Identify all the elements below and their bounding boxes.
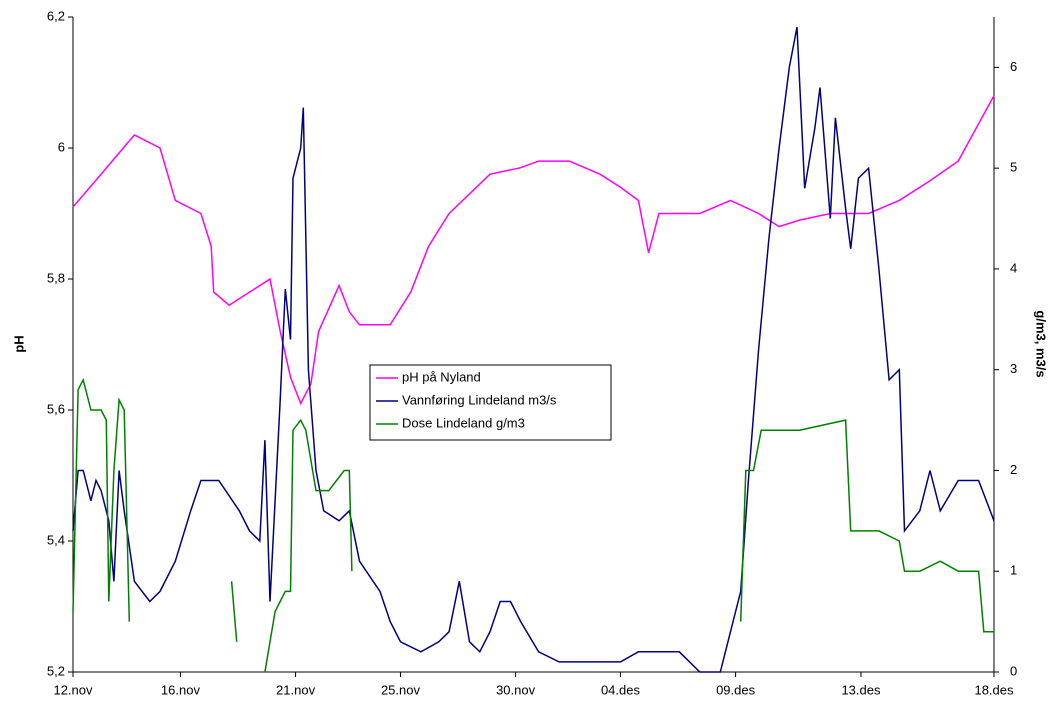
legend-box bbox=[369, 364, 612, 441]
legend-label: pH på Nyland bbox=[402, 369, 481, 384]
x-tick-label: 18.des bbox=[974, 682, 1014, 697]
y-tick-label: 5,4 bbox=[47, 532, 65, 547]
x-tick-label: 25.nov bbox=[381, 682, 421, 697]
legend-label: Vannføring Lindeland m3/s bbox=[402, 392, 557, 407]
x-tick-label: 30.nov bbox=[496, 682, 536, 697]
x-tick-label: 21.nov bbox=[276, 682, 316, 697]
series-line bbox=[72, 95, 995, 406]
series-line bbox=[72, 377, 994, 673]
y2-tick-label: 3 bbox=[1010, 361, 1017, 376]
y-axis-title: pH bbox=[11, 335, 26, 352]
y2-tick-label: 6 bbox=[1010, 59, 1017, 74]
x-tick-label: 04.des bbox=[601, 682, 641, 697]
y2-tick-label: 5 bbox=[1010, 160, 1017, 175]
y-tick-label: 5,2 bbox=[47, 663, 65, 678]
y2-tick-label: 4 bbox=[1010, 260, 1017, 275]
series-line bbox=[72, 26, 995, 673]
x-tick-label: 13.des bbox=[841, 682, 881, 697]
y2-tick-label: 2 bbox=[1010, 462, 1017, 477]
y-tick-label: 5,6 bbox=[47, 401, 65, 416]
x-tick-label: 09.des bbox=[716, 682, 756, 697]
y2-tick-label: 1 bbox=[1010, 563, 1017, 578]
x-tick-label: 16.nov bbox=[161, 682, 201, 697]
y-tick-label: 5,8 bbox=[47, 270, 65, 285]
y2-axis-title: g/m3, m3/s bbox=[1034, 310, 1049, 377]
x-tick-label: 12.nov bbox=[53, 682, 93, 697]
legend-label: Dose Lindeland g/m3 bbox=[402, 415, 525, 430]
y2-tick-label: 0 bbox=[1010, 663, 1017, 678]
y-tick-label: 6 bbox=[58, 139, 65, 154]
y-tick-label: 6,2 bbox=[47, 8, 65, 23]
